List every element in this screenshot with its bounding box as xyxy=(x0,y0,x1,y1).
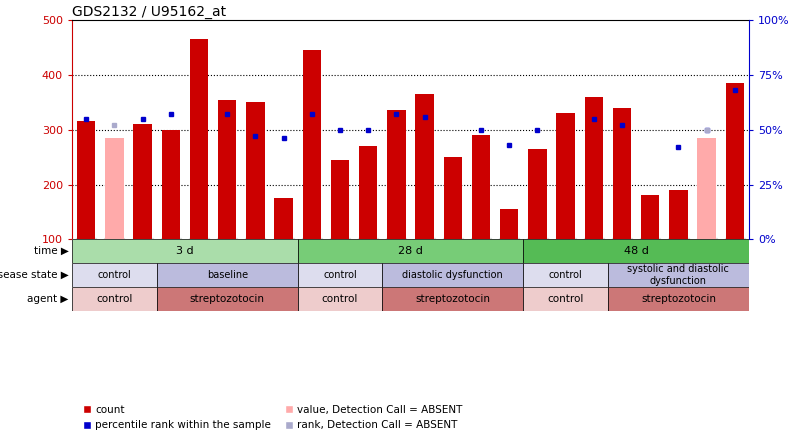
Legend: count, percentile rank within the sample, value, Detection Call = ABSENT, rank, : count, percentile rank within the sample… xyxy=(78,401,466,434)
Text: baseline: baseline xyxy=(207,270,248,280)
Bar xyxy=(387,111,405,239)
Bar xyxy=(416,94,434,239)
Text: diastolic dysfunction: diastolic dysfunction xyxy=(402,270,503,280)
Text: GDS2132 / U95162_at: GDS2132 / U95162_at xyxy=(72,5,226,19)
Bar xyxy=(641,195,659,239)
Text: disease state ▶: disease state ▶ xyxy=(0,270,69,280)
Text: agent ▶: agent ▶ xyxy=(27,294,69,304)
Bar xyxy=(726,83,744,239)
Text: control: control xyxy=(98,270,131,280)
Bar xyxy=(528,149,546,239)
Bar xyxy=(608,287,749,311)
Bar xyxy=(298,239,523,263)
Bar xyxy=(162,130,180,239)
Bar xyxy=(134,124,151,239)
Text: 28 d: 28 d xyxy=(398,246,423,256)
Text: time ▶: time ▶ xyxy=(34,246,69,256)
Bar xyxy=(72,287,157,311)
Bar xyxy=(77,122,95,239)
Bar xyxy=(613,108,631,239)
Bar xyxy=(557,113,575,239)
Bar xyxy=(585,97,603,239)
Bar xyxy=(298,263,382,287)
Text: 48 d: 48 d xyxy=(624,246,649,256)
Bar xyxy=(72,263,157,287)
Bar xyxy=(523,239,749,263)
Bar xyxy=(523,263,608,287)
Bar xyxy=(382,263,523,287)
Text: systolic and diastolic
dysfunction: systolic and diastolic dysfunction xyxy=(627,264,730,286)
Text: control: control xyxy=(322,294,358,304)
Bar xyxy=(698,138,716,239)
Bar xyxy=(190,39,208,239)
Bar xyxy=(72,239,298,263)
Bar xyxy=(218,99,236,239)
Bar xyxy=(246,102,264,239)
Text: control: control xyxy=(547,294,584,304)
Bar xyxy=(157,263,298,287)
Bar xyxy=(500,209,518,239)
Text: control: control xyxy=(323,270,357,280)
Bar xyxy=(472,135,490,239)
Bar xyxy=(444,157,462,239)
Bar xyxy=(157,287,298,311)
Bar xyxy=(331,160,349,239)
Bar xyxy=(298,287,382,311)
Text: streptozotocin: streptozotocin xyxy=(641,294,716,304)
Text: control: control xyxy=(96,294,133,304)
Bar xyxy=(359,146,377,239)
Bar xyxy=(382,287,523,311)
Text: 3 d: 3 d xyxy=(176,246,194,256)
Bar xyxy=(670,190,687,239)
Text: control: control xyxy=(549,270,582,280)
Text: streptozotocin: streptozotocin xyxy=(190,294,264,304)
Bar xyxy=(523,287,608,311)
Bar xyxy=(303,50,321,239)
Text: streptozotocin: streptozotocin xyxy=(415,294,490,304)
Bar xyxy=(608,263,749,287)
Bar xyxy=(275,198,293,239)
Bar xyxy=(105,138,123,239)
